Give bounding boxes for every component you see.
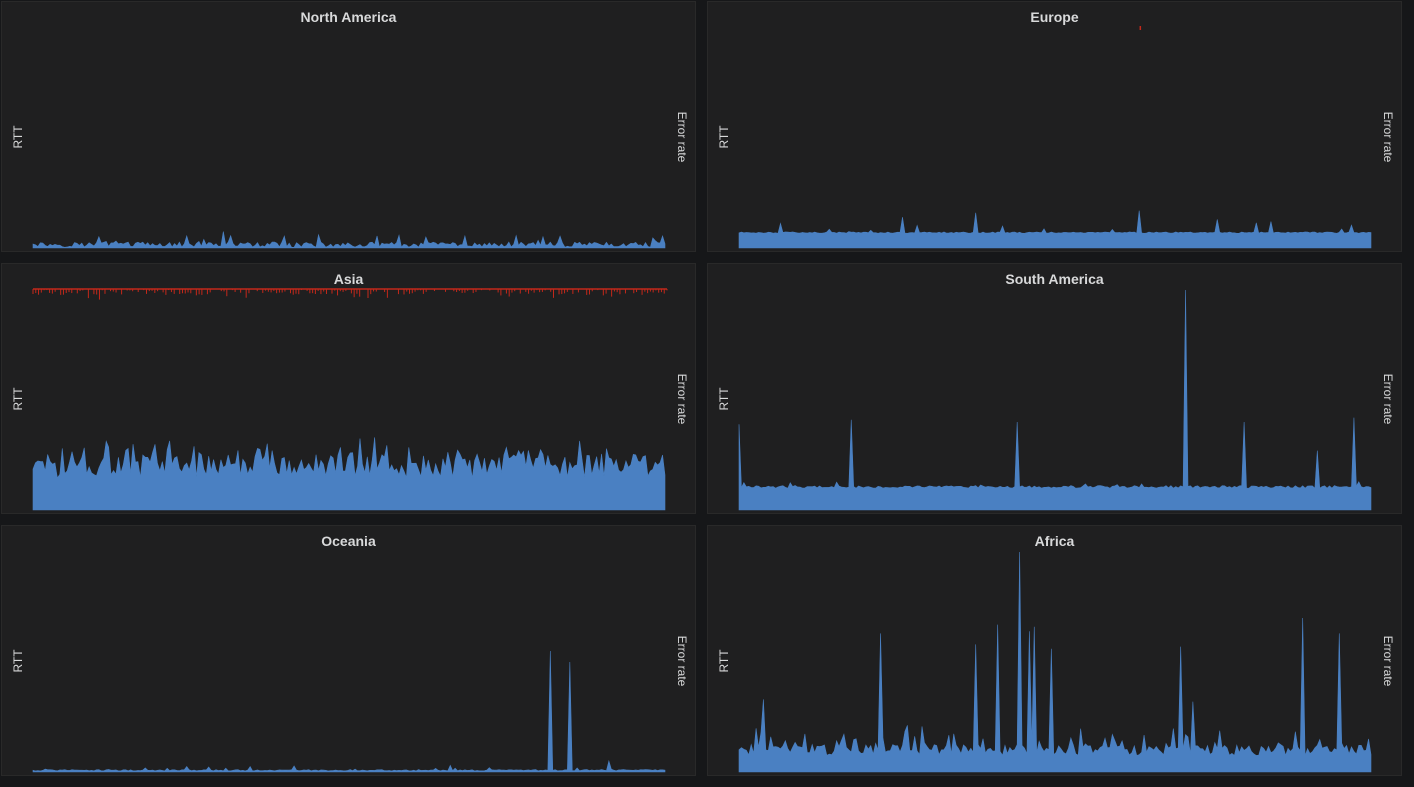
panel-asia[interactable]: Asia RTT Error rate bbox=[1, 263, 696, 514]
panel-title[interactable]: Europe bbox=[1030, 9, 1079, 25]
plot-europe bbox=[738, 26, 1372, 249]
rtt-area-series bbox=[738, 551, 1372, 773]
rtt-area-series bbox=[32, 231, 666, 249]
plot-africa bbox=[738, 551, 1372, 773]
panel-title[interactable]: South America bbox=[1005, 271, 1104, 287]
rtt-area-series bbox=[738, 289, 1372, 511]
panel-europe[interactable]: Europe RTT Error rate bbox=[707, 1, 1402, 252]
panel-africa[interactable]: Africa RTT Error rate bbox=[707, 525, 1402, 776]
plot-north-america bbox=[32, 231, 666, 249]
plot-oceania bbox=[32, 650, 666, 773]
y2-axis-label: Error rate bbox=[675, 635, 689, 687]
y-axis-label: RTT bbox=[717, 125, 731, 149]
y-axis-label: RTT bbox=[11, 649, 25, 673]
y2-axis-label: Error rate bbox=[1381, 635, 1395, 687]
y2-axis-label: Error rate bbox=[1381, 373, 1395, 425]
rtt-area-series bbox=[32, 437, 666, 511]
rtt-area-series bbox=[32, 650, 666, 773]
y2-axis-label: Error rate bbox=[675, 111, 689, 163]
panel-title[interactable]: Africa bbox=[1034, 533, 1075, 549]
plot-south-america bbox=[738, 289, 1372, 511]
panel-oceania[interactable]: Oceania RTT Error rate bbox=[1, 525, 696, 776]
y-axis-label: RTT bbox=[11, 125, 25, 149]
error-rate-series bbox=[32, 288, 668, 300]
y-axis-label: RTT bbox=[717, 649, 731, 673]
plot-asia bbox=[32, 288, 668, 511]
panel-north-america[interactable]: North America RTT Error rate bbox=[1, 1, 696, 252]
panel-title[interactable]: North America bbox=[300, 9, 397, 25]
y2-axis-label: Error rate bbox=[1381, 111, 1395, 163]
y-axis-label: RTT bbox=[11, 387, 25, 411]
rtt-area-series bbox=[738, 210, 1372, 249]
panel-south-america[interactable]: South America RTT Error rate bbox=[707, 263, 1402, 514]
y-axis-label: RTT bbox=[717, 387, 731, 411]
panel-title[interactable]: Oceania bbox=[321, 533, 376, 549]
panel-title[interactable]: Asia bbox=[333, 271, 364, 287]
y2-axis-label: Error rate bbox=[675, 373, 689, 425]
